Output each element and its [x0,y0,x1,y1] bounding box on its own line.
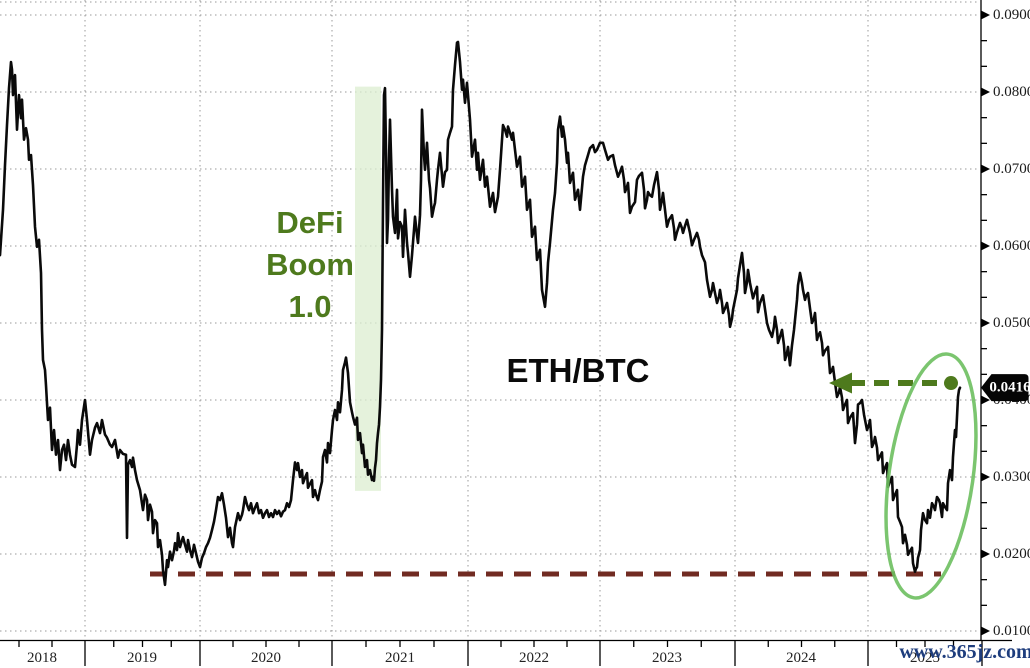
highlight-ellipse [884,352,978,600]
x-axis-year-label: 2023 [652,650,682,666]
y-tick-label: 0.0100 [993,623,1030,639]
defi-boom-label-line1: DeFi [276,205,343,240]
current-value-badge: 0.0416 [981,374,1030,402]
y-tick-arrow-icon [981,318,990,328]
gridlines [0,0,980,640]
current-value-label: 0.0416 [989,380,1030,396]
x-axis-year-label: 2024 [786,650,817,666]
y-tick-arrow-icon [981,87,990,97]
x-axis-year-label: 2025 [910,650,940,666]
level-reference-arrow [829,372,958,394]
x-axis-year-label: 2020 [251,650,281,666]
arrow-origin-dot [944,376,958,391]
defi-boom-label-line3: 1.0 [288,289,331,324]
watermark: www.365jz.com [899,641,1030,663]
x-axis-year-label: 2019 [127,650,157,666]
price-line [0,40,962,587]
y-tick-arrow-icon [981,164,990,174]
badge-shape [981,374,1029,402]
x-axis-year-label: 2022 [519,650,549,666]
y-tick-arrow-icon [981,472,990,482]
y-tick-arrow-icon [981,626,990,636]
y-tick-arrow-icon [981,241,990,251]
defi-boom-highlight-band [355,86,381,491]
y-tick-arrow-icon [981,395,990,405]
y-tick-arrow-icon [981,549,990,559]
x-axis-year-label: 2018 [27,650,57,666]
x-axis-year-label: 2021 [385,650,415,666]
arrow-head-icon [829,372,852,394]
y-tick-arrow-icon [981,10,990,20]
pair-label: ETH/BTC [507,352,650,389]
defi-boom-label-line2: Boom [266,247,354,282]
